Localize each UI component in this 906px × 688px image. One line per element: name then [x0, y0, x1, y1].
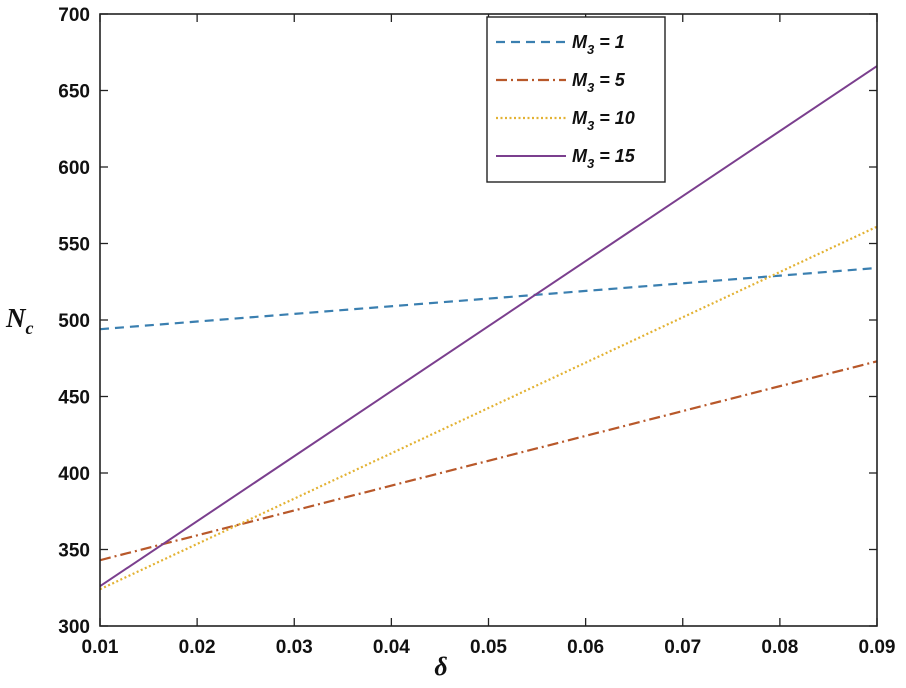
y-tick-label: 500	[58, 311, 90, 332]
series-layer	[100, 65, 877, 591]
x-tick-label: 0.02	[179, 637, 216, 658]
series-line-3	[100, 225, 877, 591]
series-line-2	[100, 360, 877, 562]
legend-label-2: M3 = 5	[572, 70, 626, 95]
y-tick-label: 350	[58, 541, 90, 562]
x-axis-label: δ	[434, 652, 447, 681]
labels-layer: δ Nc	[5, 303, 448, 681]
legend-label-4: M3 = 15	[572, 146, 636, 171]
y-tick-label: 300	[58, 617, 90, 638]
legend-box	[486, 16, 666, 183]
x-tick-label: 0.01	[82, 637, 119, 658]
x-tick-label: 0.06	[567, 637, 604, 658]
y-tick-label: 400	[58, 464, 90, 485]
y-tick-label: 700	[58, 5, 90, 26]
y-tick-label: 650	[58, 82, 90, 103]
ticks-layer: 0.01 0.02 0.03 0.04 0.05 0.06 0.07 0.08 0.09 300 3…	[58, 5, 895, 658]
y-tick-label: 600	[58, 158, 90, 179]
series-line-1	[100, 266, 877, 331]
x-tick-label: 0.04	[373, 637, 410, 658]
legend-label-1: M3 = 1	[572, 32, 625, 57]
legend: M3 = 1 M3 = 5 M3 = 10 M3 = 15	[486, 16, 666, 183]
x-tick-label: 0.09	[859, 637, 896, 658]
legend-label-3: M3 = 10	[572, 108, 635, 133]
y-axis-label: Nc	[5, 303, 34, 338]
y-tick-label: 550	[58, 235, 90, 256]
y-tick-label: 450	[58, 388, 90, 409]
x-tick-label: 0.08	[761, 637, 798, 658]
x-tick-label: 0.05	[470, 637, 507, 658]
series-line-4	[100, 65, 877, 588]
x-tick-label: 0.03	[276, 637, 313, 658]
x-tick-label: 0.07	[664, 637, 701, 658]
